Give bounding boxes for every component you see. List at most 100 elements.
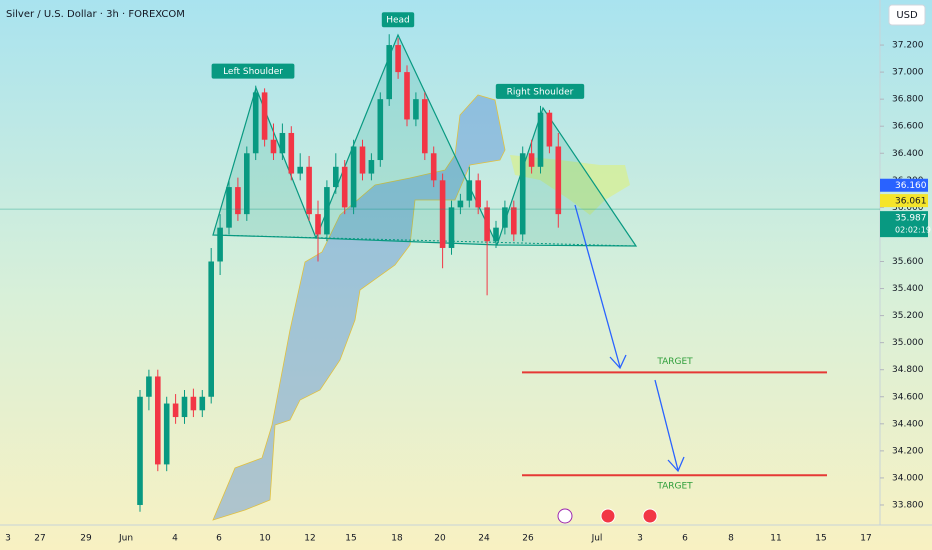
candle-body bbox=[279, 132, 286, 154]
x-tick-label: 18 bbox=[391, 534, 403, 544]
candle-body bbox=[359, 146, 366, 174]
candle-body bbox=[333, 166, 339, 188]
candle-body bbox=[155, 376, 161, 465]
candle-body bbox=[199, 396, 206, 411]
candle-body bbox=[546, 112, 553, 147]
candle-body bbox=[430, 153, 437, 181]
candle-body bbox=[528, 153, 535, 167]
x-tick-label: 6 bbox=[682, 534, 688, 544]
candle-body bbox=[252, 92, 259, 154]
y-tick-label: 35.600 bbox=[892, 257, 924, 267]
x-tick-label: 26 bbox=[522, 534, 534, 544]
y-tick-label: 34.800 bbox=[892, 365, 924, 375]
candle-body bbox=[235, 187, 241, 215]
x-tick-label: 27 bbox=[34, 534, 45, 544]
y-tick-label: 35.400 bbox=[892, 284, 924, 294]
annotation: Right Shoulder bbox=[507, 87, 574, 97]
y-tick-label: 35.000 bbox=[892, 338, 924, 348]
price-tag-label: 36.160 bbox=[895, 181, 927, 191]
x-tick-label: 10 bbox=[259, 534, 271, 544]
candle-body bbox=[422, 99, 428, 154]
candle-body bbox=[350, 146, 357, 208]
candle-body bbox=[377, 99, 384, 161]
candle-body bbox=[341, 166, 348, 208]
x-tick-label: Jul bbox=[591, 534, 603, 544]
event-icon[interactable] bbox=[600, 508, 616, 524]
candle-body bbox=[244, 153, 250, 215]
x-tick-label: 4 bbox=[172, 534, 178, 544]
chart-title: Silver / U.S. Dollar · 3h · FOREXCOM bbox=[6, 9, 185, 20]
annotation-box bbox=[381, 12, 415, 28]
candle-body bbox=[484, 207, 490, 242]
annotation: Left Shoulder bbox=[223, 67, 283, 77]
neckline bbox=[212, 234, 637, 247]
y-tick-label: 35.200 bbox=[892, 311, 924, 321]
candle-body bbox=[163, 403, 170, 465]
annotation: Head bbox=[386, 16, 410, 26]
candle-body bbox=[137, 396, 143, 505]
y-tick-label: 34.000 bbox=[892, 473, 924, 483]
arrow bbox=[574, 204, 621, 368]
annotation-box bbox=[211, 63, 295, 79]
candle-body bbox=[190, 396, 197, 411]
candle-body bbox=[217, 227, 223, 262]
x-tick-label: 29 bbox=[80, 534, 92, 544]
price-tag bbox=[880, 178, 928, 192]
pattern-shape bbox=[315, 33, 498, 246]
x-tick-label: 12 bbox=[304, 534, 315, 544]
event-icon[interactable] bbox=[642, 508, 658, 524]
candle-body bbox=[466, 180, 473, 201]
candle-body bbox=[386, 45, 392, 100]
x-tick-label: 24 bbox=[478, 534, 490, 544]
x-tick-label: 8 bbox=[728, 534, 734, 544]
y-tick-label: 37.000 bbox=[892, 68, 924, 78]
candle-body bbox=[555, 146, 562, 215]
candle-body bbox=[315, 214, 321, 235]
x-tick-label: 11 bbox=[770, 534, 781, 544]
countdown: 02:02:19 bbox=[895, 226, 931, 235]
y-tick-label: 37.200 bbox=[892, 41, 924, 51]
currency-button[interactable] bbox=[888, 4, 926, 26]
candle-body bbox=[306, 166, 312, 215]
candle-body bbox=[519, 153, 526, 235]
event-icon[interactable] bbox=[557, 508, 573, 524]
y-tick-label: 34.400 bbox=[892, 419, 924, 429]
price-tag bbox=[880, 211, 928, 238]
candle-body bbox=[475, 180, 481, 208]
arrow-head bbox=[609, 354, 627, 370]
candle-body bbox=[324, 187, 330, 235]
candle-body bbox=[413, 99, 419, 120]
candle-body bbox=[368, 160, 375, 174]
y-tick-label: 36.400 bbox=[892, 149, 924, 159]
x-tick-label: 15 bbox=[815, 534, 826, 544]
x-tick-label: 3 bbox=[5, 534, 11, 544]
candle-body bbox=[172, 403, 179, 418]
y-tick-label: 34.600 bbox=[892, 392, 924, 402]
target-label: TARGET bbox=[656, 482, 693, 492]
candle-body bbox=[288, 132, 295, 174]
candle-body bbox=[270, 139, 277, 154]
price-tag-label: 35.987 bbox=[895, 214, 927, 224]
x-tick-label: 20 bbox=[434, 534, 446, 544]
candle-body bbox=[395, 45, 401, 73]
x-tick-label: 3 bbox=[637, 534, 643, 544]
y-tick-label: 36.800 bbox=[892, 95, 924, 105]
candle-body bbox=[297, 166, 303, 174]
candle-body bbox=[511, 207, 517, 235]
ichimoku-cloud bbox=[212, 94, 506, 521]
candle-body bbox=[493, 227, 499, 242]
price-tag-label: 36.061 bbox=[895, 197, 927, 207]
candle-body bbox=[181, 396, 188, 418]
candle-body bbox=[146, 376, 152, 397]
candle-body bbox=[404, 72, 410, 120]
candle-body bbox=[261, 92, 268, 140]
candle-body bbox=[537, 112, 544, 167]
currency[interactable]: USD bbox=[896, 10, 918, 21]
candle-body bbox=[208, 261, 214, 397]
x-tick-label: 17 bbox=[860, 534, 871, 544]
candle-body bbox=[502, 207, 508, 228]
target-label: TARGET bbox=[656, 357, 693, 367]
x-tick-label: 6 bbox=[216, 534, 222, 544]
candle-body bbox=[439, 180, 446, 248]
